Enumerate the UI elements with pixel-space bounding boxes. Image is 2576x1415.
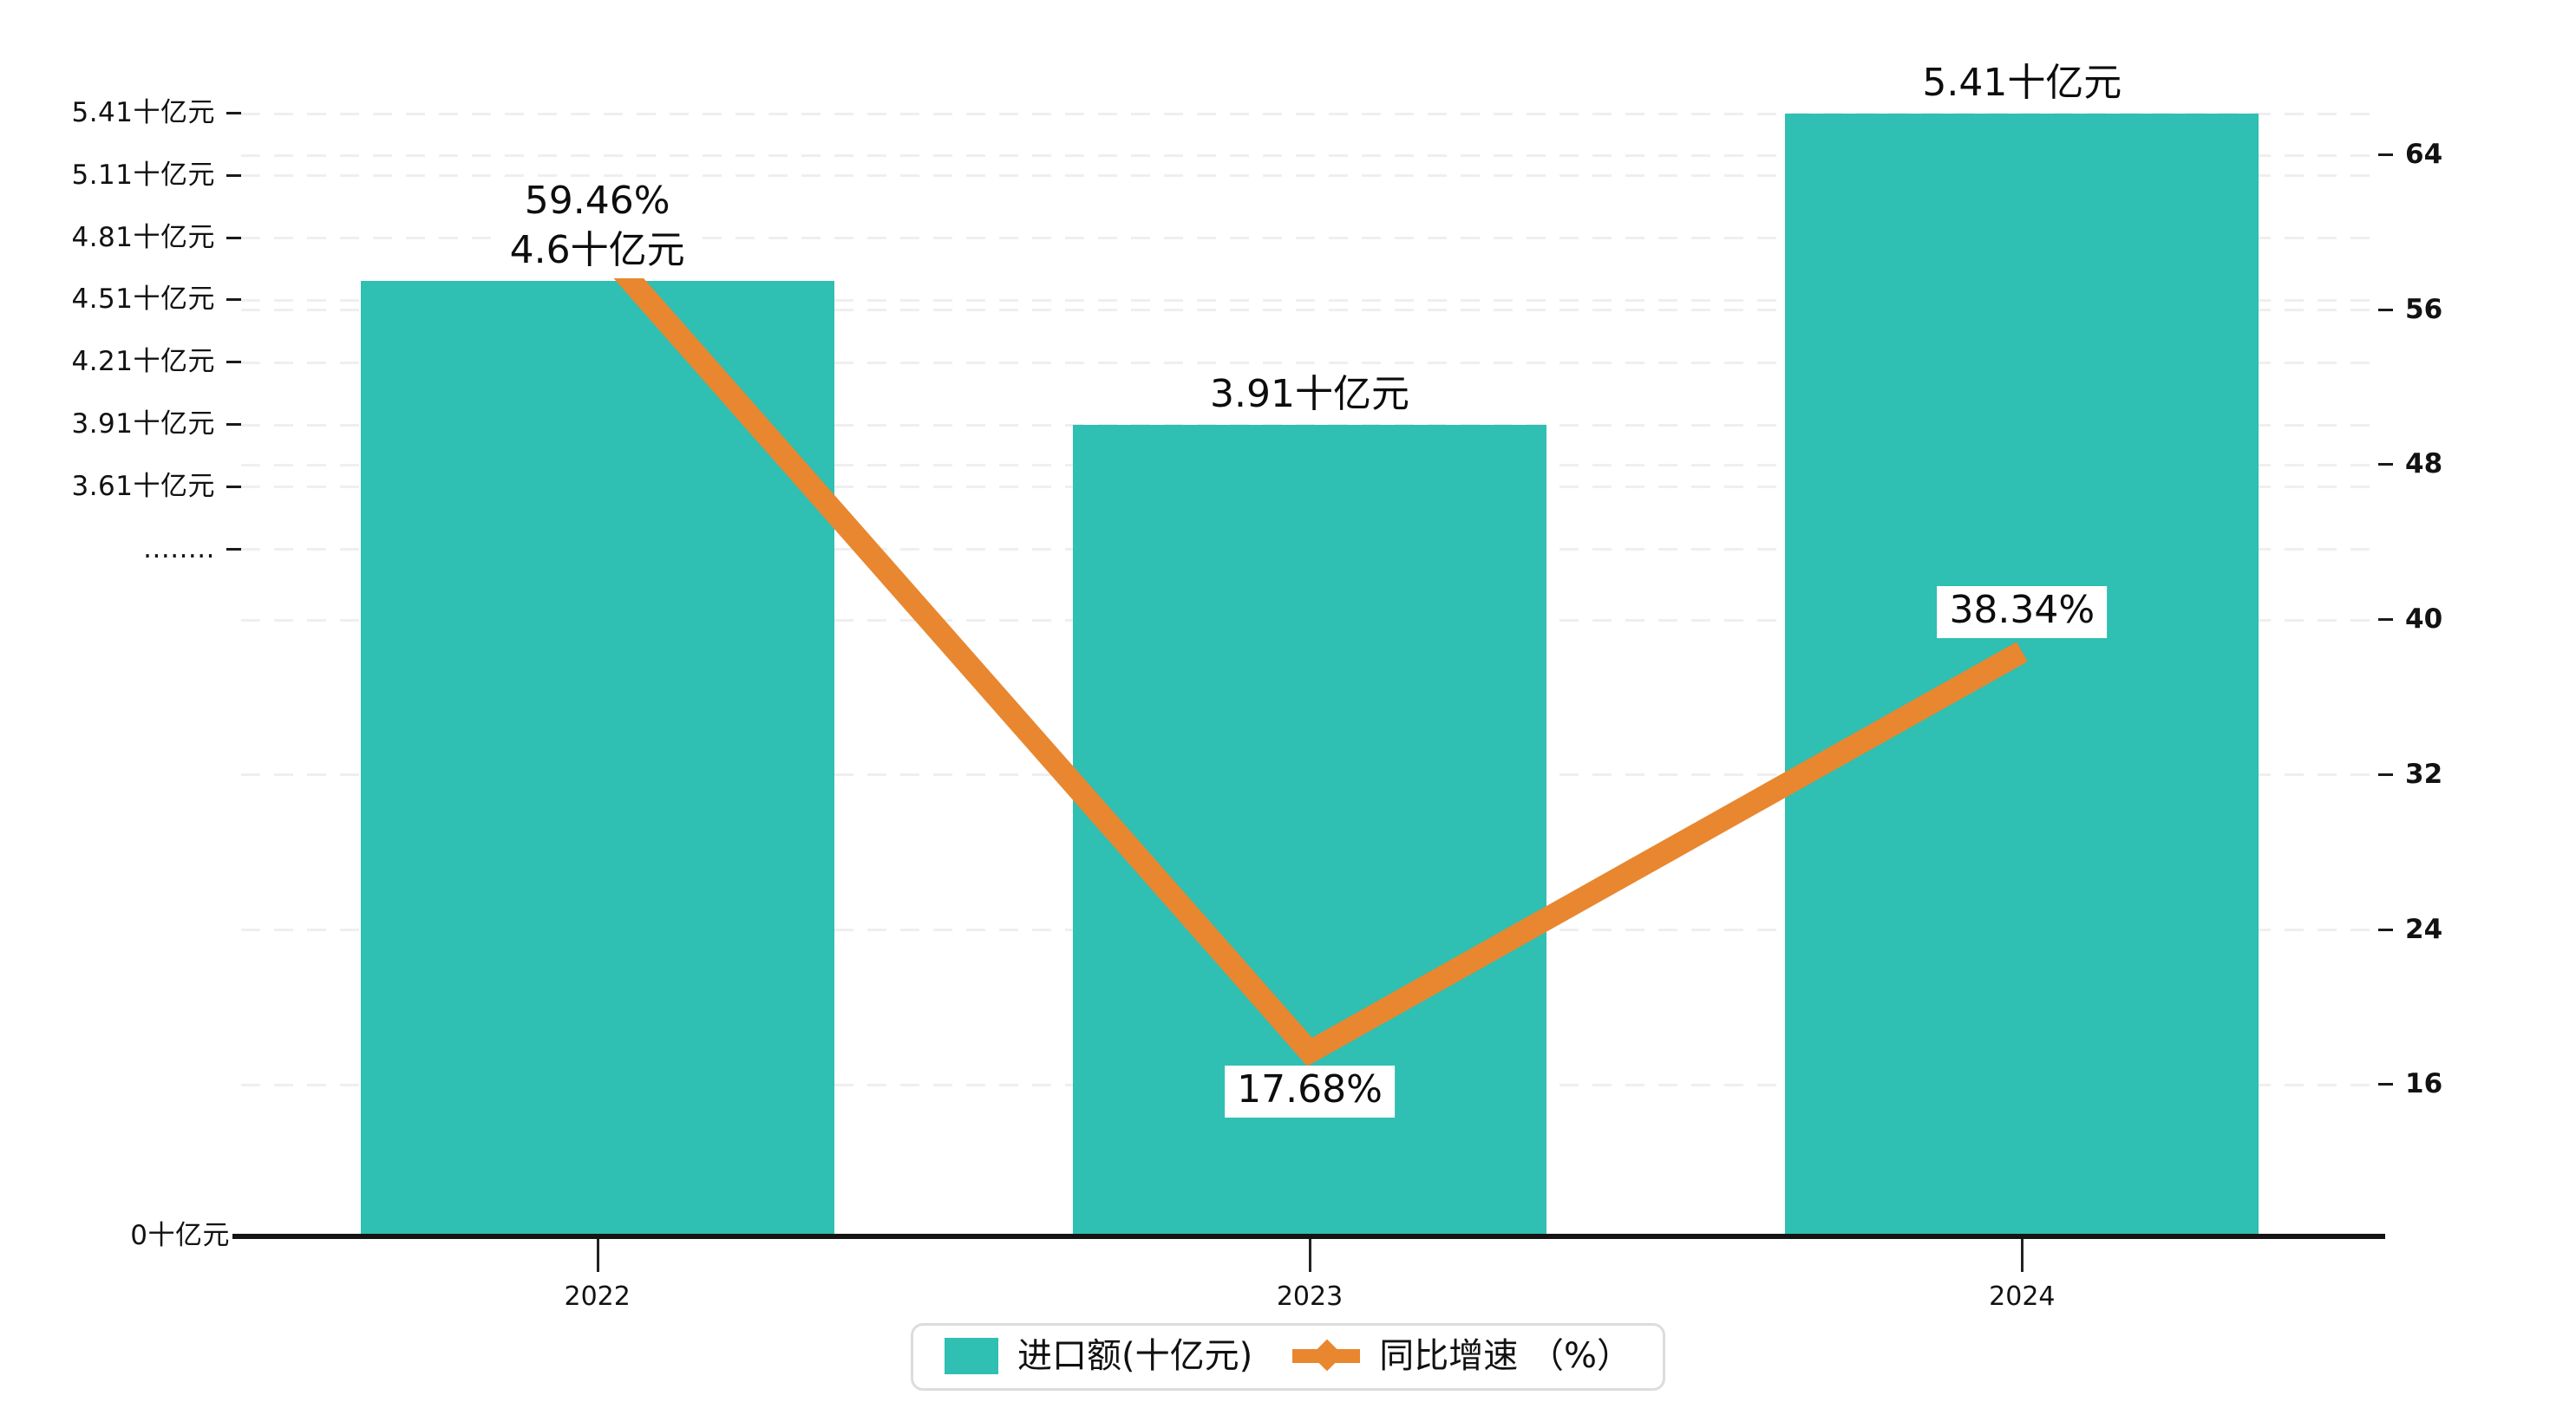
y-axis-tick-label: 5.41十亿元	[71, 97, 215, 129]
x-axis-tick-label: 2022	[564, 1281, 631, 1312]
y-axis-tick-label: 0十亿元	[130, 1219, 230, 1251]
tick-mark	[2378, 153, 2393, 157]
tick-mark	[226, 547, 241, 551]
bar[interactable]	[360, 281, 834, 1236]
y-axis-tick-label: 3.91十亿元	[71, 408, 215, 440]
bar-value-label: 3.91十亿元	[1200, 370, 1420, 421]
x-axis-line	[232, 1234, 2385, 1239]
y-axis-tick-label: 64	[2405, 139, 2443, 171]
bar[interactable]	[1785, 113, 2259, 1236]
x-axis-tick-mark	[596, 1239, 599, 1272]
y-axis-tick-label: 4.21十亿元	[71, 346, 215, 378]
line-value-label: 38.34%	[1937, 585, 2108, 638]
tick-mark	[226, 361, 241, 364]
legend-item-line[interactable]: 同比增速 （%）	[1292, 1338, 1631, 1374]
tick-mark	[2378, 928, 2393, 931]
tick-mark	[226, 298, 241, 302]
legend-bar-swatch-icon	[945, 1338, 999, 1374]
y-axis-tick-label: 4.51十亿元	[71, 284, 215, 316]
bar-value-label: 5.41十亿元	[1912, 59, 2133, 110]
y-axis-tick-label: 5.11十亿元	[71, 159, 215, 191]
y-axis-tick-label: 16	[2405, 1068, 2443, 1100]
legend-item-bar[interactable]: 进口额(十亿元)	[945, 1338, 1252, 1374]
x-axis-tick-label: 2024	[1989, 1281, 2056, 1312]
x-axis-tick-mark	[1309, 1239, 1311, 1272]
right-y-axis: 64 56 48 40 32 24 16	[2378, 0, 2576, 1415]
y-axis-tick-label: 56	[2405, 293, 2443, 325]
y-axis-tick-label: 3.61十亿元	[71, 470, 215, 502]
tick-mark	[226, 112, 241, 115]
x-axis-tick-label: 2023	[1276, 1281, 1344, 1312]
y-axis-tick-label: ........	[143, 532, 215, 564]
tick-mark	[226, 485, 241, 488]
chart-legend[interactable]: 进口额(十亿元) 同比增速 （%）	[911, 1323, 1665, 1391]
tick-mark	[226, 236, 241, 239]
legend-item-label: 同比增速 （%）	[1379, 1336, 1631, 1376]
gridline	[241, 153, 2378, 157]
tick-mark	[226, 423, 241, 427]
y-axis-tick-label: 24	[2405, 913, 2443, 945]
y-axis-tick-label: 4.81十亿元	[71, 221, 215, 253]
y-axis-tick-label: 48	[2405, 448, 2443, 480]
y-axis-tick-label: 32	[2405, 758, 2443, 790]
gridline	[241, 112, 2378, 115]
gridline	[241, 174, 2378, 178]
x-axis-tick-mark	[2021, 1239, 2024, 1272]
tick-mark	[2378, 1083, 2393, 1086]
tick-mark	[2378, 618, 2393, 622]
bar-value-label: 4.6十亿元	[499, 227, 696, 278]
tick-mark	[2378, 463, 2393, 466]
tick-mark	[226, 173, 241, 177]
legend-line-swatch-icon	[1292, 1338, 1361, 1374]
legend-item-label: 进口额(十亿元)	[1017, 1336, 1253, 1376]
line-value-label: 59.46%	[524, 178, 670, 223]
tick-mark	[2378, 773, 2393, 776]
tick-mark	[2378, 308, 2393, 311]
left-y-axis: 5.41十亿元 5.11十亿元 4.81十亿元 4.51十亿元 4.21十亿元 3.91十…	[0, 0, 241, 1415]
y-axis-tick-label: 40	[2405, 603, 2443, 636]
line-value-label: 17.68%	[1225, 1066, 1395, 1118]
